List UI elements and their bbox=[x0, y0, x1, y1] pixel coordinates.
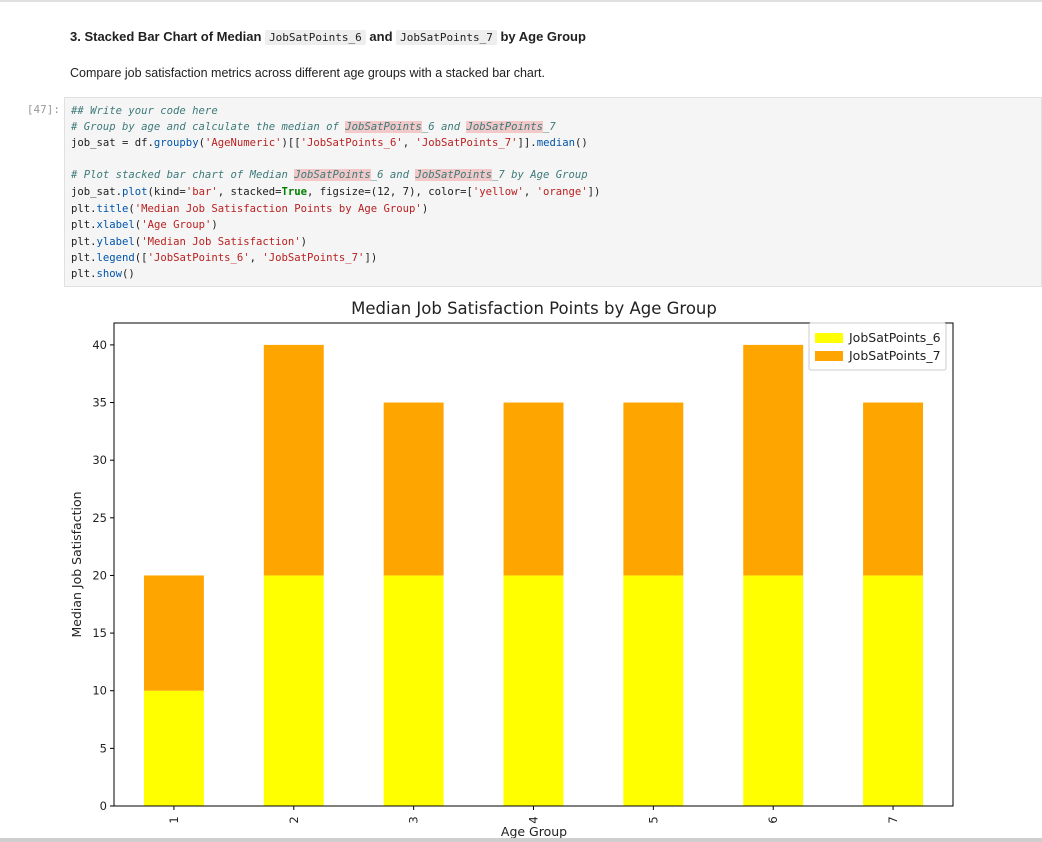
code-line-6: job_sat.plot(kind='bar', stacked=True, f… bbox=[71, 186, 601, 198]
y-tick-label: 30 bbox=[92, 453, 107, 467]
bar-jobsatpoints-7-age-2 bbox=[263, 344, 324, 576]
chart-title: Median Job Satisfaction Points by Age Gr… bbox=[351, 299, 717, 318]
code-line-8: plt.xlabel('Age Group') bbox=[71, 219, 218, 231]
y-axis-label: Median Job Satisfaction bbox=[69, 491, 84, 637]
legend-label-jobsatpoints-6: JobSatPoints_6 bbox=[848, 330, 941, 345]
y-tick-label: 10 bbox=[92, 684, 107, 698]
bar-jobsatpoints-7-age-5 bbox=[623, 402, 684, 576]
y-tick-label: 15 bbox=[92, 626, 107, 640]
cell-prompt: [47]: bbox=[26, 103, 60, 116]
legend-swatch-jobsatpoints-6 bbox=[815, 333, 843, 343]
stacked-bar-chart: Median Job Satisfaction Points by Age Gr… bbox=[69, 299, 954, 838]
legend: JobSatPoints_6 JobSatPoints_7 bbox=[808, 322, 947, 371]
bar-jobsatpoints-6-age-2 bbox=[263, 575, 324, 806]
x-tick-label: 2 bbox=[287, 816, 301, 823]
bar-jobsatpoints-7-age-4 bbox=[503, 402, 564, 576]
code-line-7: plt.title('Median Job Satisfaction Point… bbox=[71, 203, 429, 215]
legend-swatch-jobsatpoints-7 bbox=[815, 351, 843, 361]
legend-label-jobsatpoints-7: JobSatPoints_7 bbox=[848, 348, 941, 363]
heading-code-2: JobSatPoints_7 bbox=[396, 30, 497, 45]
code-line-3: job_sat = df.groupby('AgeNumeric')[['Job… bbox=[71, 137, 588, 149]
code-line-1: ## Write your code here bbox=[71, 105, 218, 117]
y-tick-label: 35 bbox=[92, 396, 107, 410]
markdown-paragraph: Compare job satisfaction metrics across … bbox=[70, 66, 545, 80]
y-tick-label: 20 bbox=[92, 568, 107, 582]
x-tick-label: 1 bbox=[167, 816, 181, 823]
bar-jobsatpoints-7-age-6 bbox=[743, 344, 804, 576]
heading-code-1: JobSatPoints_6 bbox=[265, 30, 366, 45]
top-divider bbox=[0, 0, 1042, 2]
y-tick-label: 5 bbox=[100, 741, 107, 755]
code-line-5: # Plot stacked bar chart of Median JobSa… bbox=[71, 169, 588, 181]
bar-jobsatpoints-6-age-3 bbox=[383, 575, 444, 806]
bar-jobsatpoints-6-age-5 bbox=[623, 575, 684, 806]
x-axis-label: Age Group bbox=[501, 824, 567, 838]
bottom-divider bbox=[0, 838, 1042, 842]
code-cell-editor[interactable]: ## Write your code here # Group by age a… bbox=[64, 97, 1042, 287]
code-line-10: plt.legend(['JobSatPoints_6', 'JobSatPoi… bbox=[71, 252, 378, 264]
axes-frame bbox=[113, 322, 954, 807]
code-line-11: plt.show() bbox=[71, 268, 135, 280]
bar-jobsatpoints-7-age-3 bbox=[383, 402, 444, 576]
bar-jobsatpoints-7-age-1 bbox=[143, 575, 204, 691]
y-tick-label: 40 bbox=[92, 338, 107, 352]
bar-jobsatpoints-7-age-7 bbox=[863, 402, 924, 576]
x-tick-label: 7 bbox=[886, 816, 900, 823]
x-tick-label: 4 bbox=[527, 816, 541, 823]
bar-jobsatpoints-6-age-7 bbox=[863, 575, 924, 806]
y-tick-label: 0 bbox=[100, 799, 107, 813]
code-line-9: plt.ylabel('Median Job Satisfaction') bbox=[71, 236, 308, 248]
bar-jobsatpoints-6-age-4 bbox=[503, 575, 564, 806]
x-tick-label: 3 bbox=[407, 816, 421, 823]
bar-jobsatpoints-6-age-6 bbox=[743, 575, 804, 806]
markdown-heading: 3. Stacked Bar Chart of Median JobSatPoi… bbox=[70, 29, 586, 45]
code-line-2: # Group by age and calculate the median … bbox=[71, 121, 556, 133]
legend-box bbox=[808, 322, 947, 371]
plot-area: 1 2 3 4 5 6 7 0 5 10 15 20 25 30 35 40 bbox=[92, 338, 924, 824]
y-tick-label: 25 bbox=[92, 511, 107, 525]
x-tick-label: 5 bbox=[646, 816, 660, 823]
bar-jobsatpoints-6-age-1 bbox=[143, 690, 204, 806]
x-tick-label: 6 bbox=[766, 816, 780, 823]
